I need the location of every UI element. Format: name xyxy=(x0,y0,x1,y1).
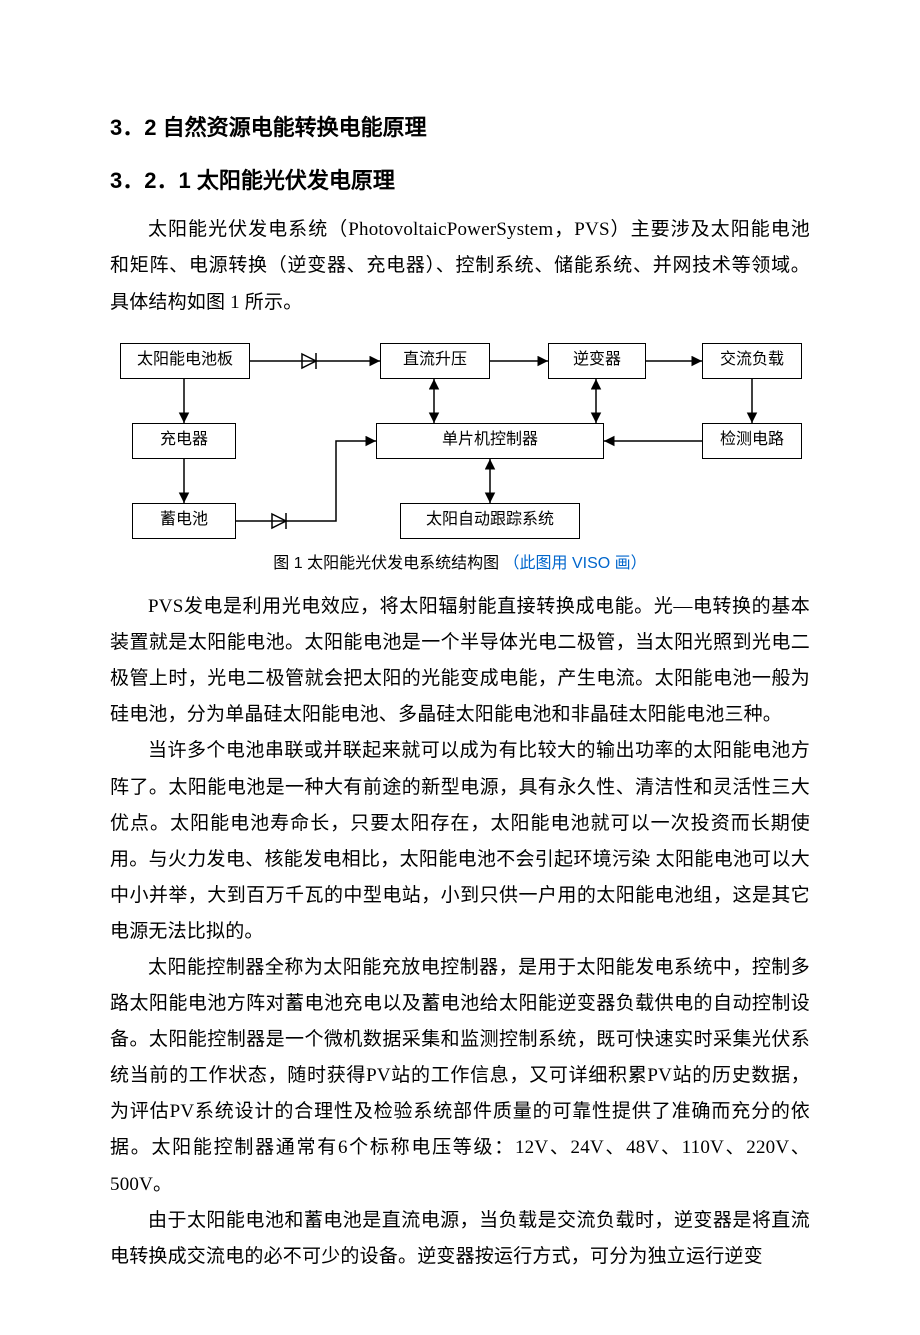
paragraph-3: 当许多个电池串联或并联起来就可以成为有比较大的输出功率的太阳能电池方阵了。太阳能… xyxy=(110,733,810,950)
flowchart-node-boost: 直流升压 xyxy=(380,343,490,379)
paragraph-4: 太阳能控制器全称为太阳能充放电控制器，是用于太阳能发电系统中，控制多路太阳能电池… xyxy=(110,950,810,1203)
section-heading-3-2-1: 3．2．1 太阳能光伏发电原理 xyxy=(110,163,810,198)
flowchart-node-acload: 交流负载 xyxy=(702,343,802,379)
figure-1-pvs-flowchart: 太阳能电池板 直流升压 逆变器 交流负载充电器 单片机控制器 检测电路蓄电池 太阳自动跟踪系… xyxy=(110,335,810,545)
flowchart-node-battery: 蓄电池 xyxy=(132,503,236,539)
paragraph-intro: 太阳能光伏发电系统（PhotovoltaicPowerSystem，PVS）主要… xyxy=(110,212,810,320)
flowchart-node-charger: 充电器 xyxy=(132,423,236,459)
figure-caption-text: 图 1 太阳能光伏发电系统结构图 xyxy=(273,555,499,572)
flowchart-node-detect: 检测电路 xyxy=(702,423,802,459)
flowchart-node-mcu: 单片机控制器 xyxy=(376,423,604,459)
paragraph-2: PVS发电是利用光电效应，将太阳辐射能直接转换成电能。光—电转换的基本装置就是太… xyxy=(110,589,810,733)
flowchart-node-inverter: 逆变器 xyxy=(548,343,646,379)
figure-1-caption: 图 1 太阳能光伏发电系统结构图 （此图用 VISO 画） xyxy=(110,549,810,579)
section-heading-3-2: 3．2 自然资源电能转换电能原理 xyxy=(110,110,810,145)
flowchart-node-panel: 太阳能电池板 xyxy=(120,343,250,379)
paragraph-5: 由于太阳能电池和蓄电池是直流电源，当负载是交流负载时，逆变器是将直流电转换成交流… xyxy=(110,1203,810,1275)
flowchart-node-tracker: 太阳自动跟踪系统 xyxy=(400,503,580,539)
figure-caption-note: （此图用 VISO 画） xyxy=(504,555,647,572)
